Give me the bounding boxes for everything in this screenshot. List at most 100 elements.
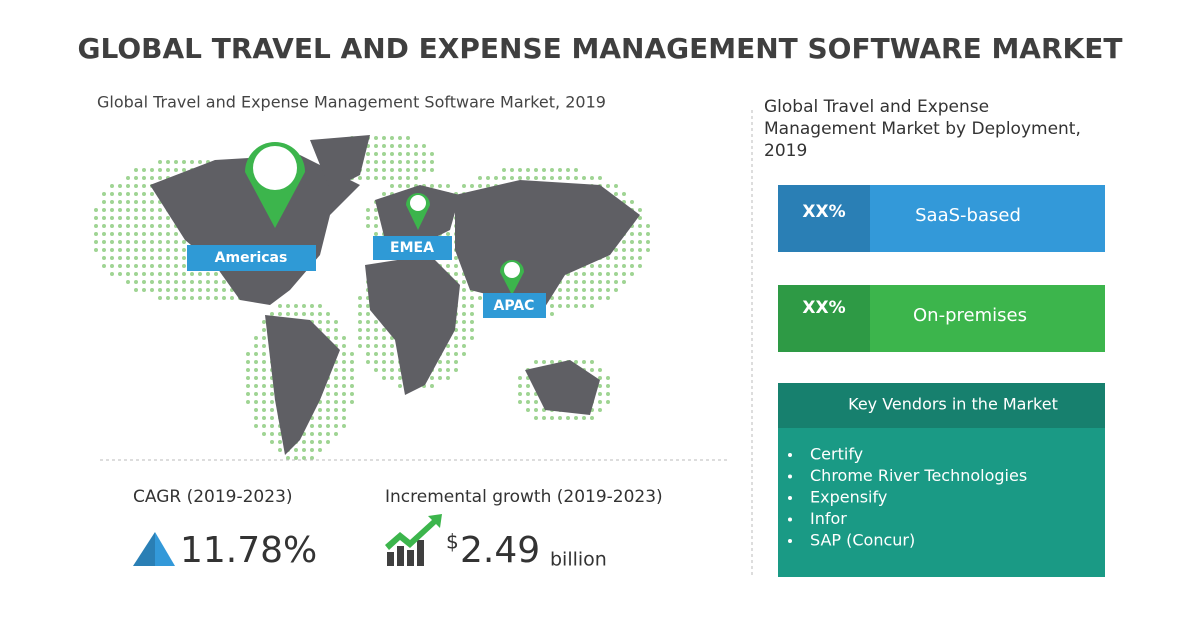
map-dot — [150, 200, 154, 204]
map-dot — [334, 376, 338, 380]
map-dot — [542, 168, 546, 172]
map-dot — [382, 176, 386, 180]
map-dot — [462, 184, 466, 188]
map-dot — [206, 280, 210, 284]
map-dot — [590, 176, 594, 180]
map-dot — [102, 232, 106, 236]
map-dot — [142, 200, 146, 204]
map-dot — [326, 424, 330, 428]
map-dot — [494, 176, 498, 180]
map-dot — [422, 144, 426, 148]
map-dot — [110, 192, 114, 196]
map-dot — [118, 256, 122, 260]
map-dot — [134, 208, 138, 212]
map-dot — [598, 288, 602, 292]
map-dot — [582, 304, 586, 308]
region-label: APAC — [494, 298, 535, 314]
map-dot — [94, 248, 98, 252]
map-dot — [102, 200, 106, 204]
map-dot — [462, 328, 466, 332]
map-dot — [566, 304, 570, 308]
map-dot — [326, 320, 330, 324]
map-dot — [566, 280, 570, 284]
map-dot — [598, 264, 602, 268]
map-dot — [118, 240, 122, 244]
map-dot — [598, 400, 602, 404]
map-dot — [246, 352, 250, 356]
map-dot — [374, 152, 378, 156]
map-dot — [606, 184, 610, 188]
map-dot — [574, 304, 578, 308]
map-dot — [342, 336, 346, 340]
map-dot — [526, 408, 530, 412]
map-dot — [390, 184, 394, 188]
region-label-box — [187, 245, 316, 271]
map-dot — [630, 264, 634, 268]
map-dot — [366, 312, 370, 316]
map-dot — [390, 160, 394, 164]
map-dot — [462, 296, 466, 300]
map-dot — [134, 184, 138, 188]
map-dot — [366, 336, 370, 340]
icon-bar — [407, 550, 414, 566]
map-dot — [422, 152, 426, 156]
map-dot — [414, 168, 418, 172]
map-dot — [182, 248, 186, 252]
map-dot — [574, 176, 578, 180]
map-dot — [382, 144, 386, 148]
map-dot — [262, 336, 266, 340]
map-dot — [398, 152, 402, 156]
vendor: Chrome River Technologies — [810, 466, 1027, 485]
map-dot — [174, 160, 178, 164]
vendor: SAP (Concur) — [810, 531, 915, 550]
map-dot — [398, 384, 402, 388]
map-dot — [606, 280, 610, 284]
map-dot — [150, 288, 154, 292]
map-dot — [414, 160, 418, 164]
map-dot — [270, 440, 274, 444]
map-dot — [342, 408, 346, 412]
growth-currency: $ — [446, 530, 459, 554]
map-dot — [406, 152, 410, 156]
map-dot — [246, 392, 250, 396]
map-dot — [374, 360, 378, 364]
map-dot — [262, 328, 266, 332]
map-dot — [638, 216, 642, 220]
map-dot — [462, 336, 466, 340]
map-dot — [134, 272, 138, 276]
map-dot — [358, 304, 362, 308]
map-dot — [142, 240, 146, 244]
map-dot — [222, 288, 226, 292]
map-dot — [166, 288, 170, 292]
map-dot — [630, 232, 634, 236]
map-dot — [462, 288, 466, 292]
map-dot — [622, 256, 626, 260]
map-dot — [334, 368, 338, 372]
map-dot — [254, 376, 258, 380]
map-dot — [166, 248, 170, 252]
pin-americas: Americas — [187, 142, 316, 271]
map-dot — [398, 376, 402, 380]
vendor: Certify — [810, 445, 863, 464]
growth-value: 2.49 — [460, 530, 540, 571]
map-dot — [398, 144, 402, 148]
map-dot — [190, 272, 194, 276]
map-dot — [374, 168, 378, 172]
map-dot — [142, 176, 146, 180]
map-dot — [142, 232, 146, 236]
map-dot — [622, 240, 626, 244]
map-dot — [310, 440, 314, 444]
map-dot — [374, 320, 378, 324]
map-dot — [390, 360, 394, 364]
map-dot — [126, 200, 130, 204]
map-dot — [582, 288, 586, 292]
bullet — [788, 453, 792, 457]
map-dot — [382, 136, 386, 140]
map-dot — [486, 176, 490, 180]
map-dot — [390, 144, 394, 148]
map-dot — [622, 280, 626, 284]
map-dot — [190, 160, 194, 164]
map-dot — [406, 136, 410, 140]
map-dot — [606, 256, 610, 260]
map-dot — [262, 400, 266, 404]
